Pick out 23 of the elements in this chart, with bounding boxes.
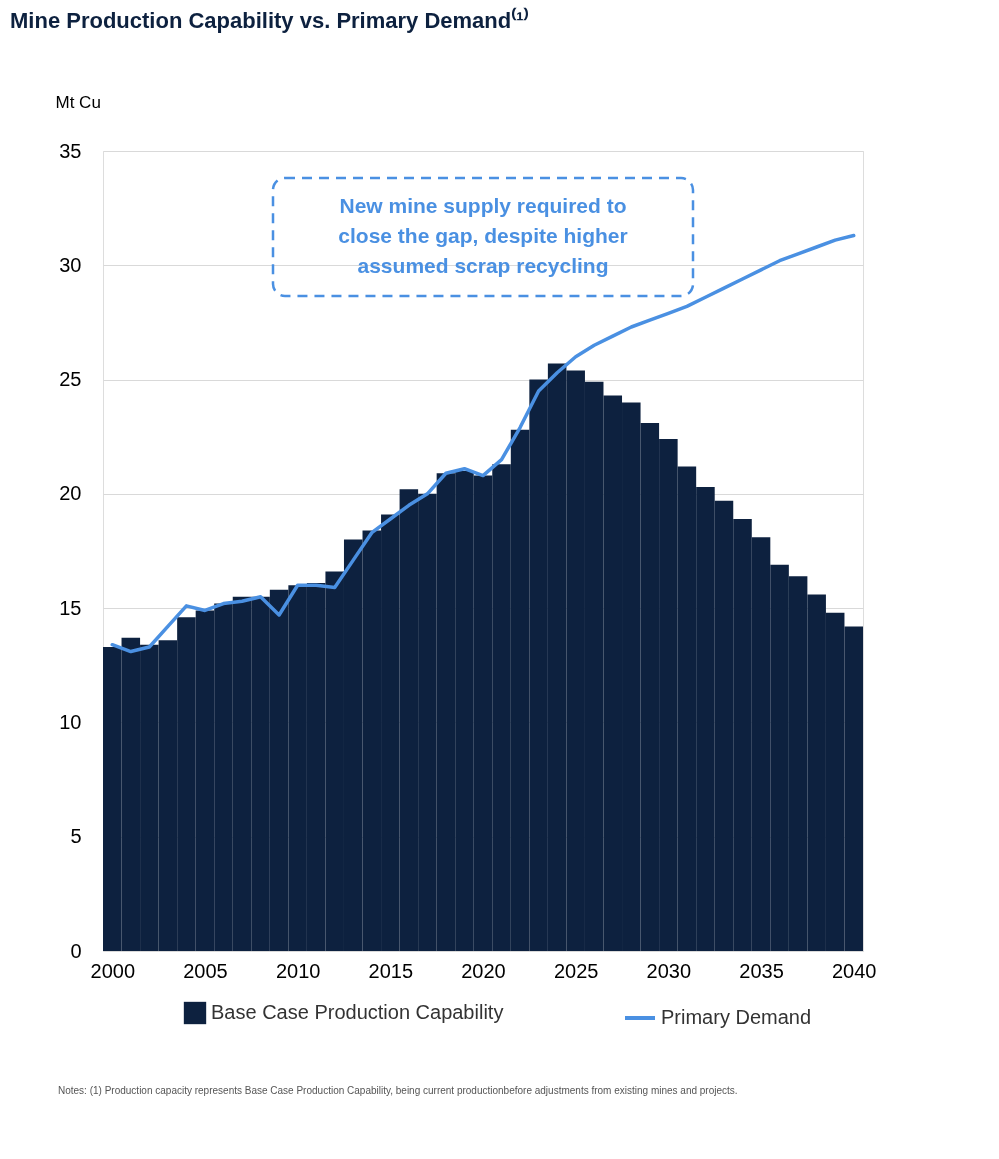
annotation: New mine supply required to close the gap, despite higher assumed scrap recycling	[338, 194, 628, 277]
text: Notes: (1) Production capacity represents Base Case Production Capability, being current productionbefore adjustments from existing mines and projects.	[58, 1085, 738, 1096]
y-tick-label: 30	[59, 253, 82, 276]
y-tick-label: 20	[59, 482, 82, 505]
y-tick-label: 25	[59, 368, 82, 391]
y-tick-label: 10	[59, 710, 82, 733]
x-tick-label: 2005	[183, 959, 228, 982]
y-tick-label: 35	[59, 139, 82, 162]
x-tick-label: 2015	[368, 959, 414, 982]
legend-label: Primary Demand	[661, 1006, 812, 1028]
x-tick-label: 2010	[275, 959, 321, 982]
x-tick-label: 2035	[739, 959, 784, 982]
x-tick-label: 2000	[90, 959, 136, 982]
y-tick-label: 0	[70, 939, 82, 962]
x-tick-label: 2020	[461, 959, 506, 982]
y-axis-title: Mt Cu	[55, 92, 101, 112]
x-tick-label: 2030	[646, 959, 692, 982]
legend-label: Base Case Production Capability	[211, 1001, 504, 1023]
y-tick-label: 15	[59, 596, 82, 619]
y-tick-label: 5	[70, 825, 82, 848]
x-tick-label: 2040	[831, 959, 877, 982]
x-tick-label: 2025	[553, 959, 599, 982]
chart-title: Mine Production Capability vs. Primary Demand⁽¹⁾	[10, 7, 529, 33]
